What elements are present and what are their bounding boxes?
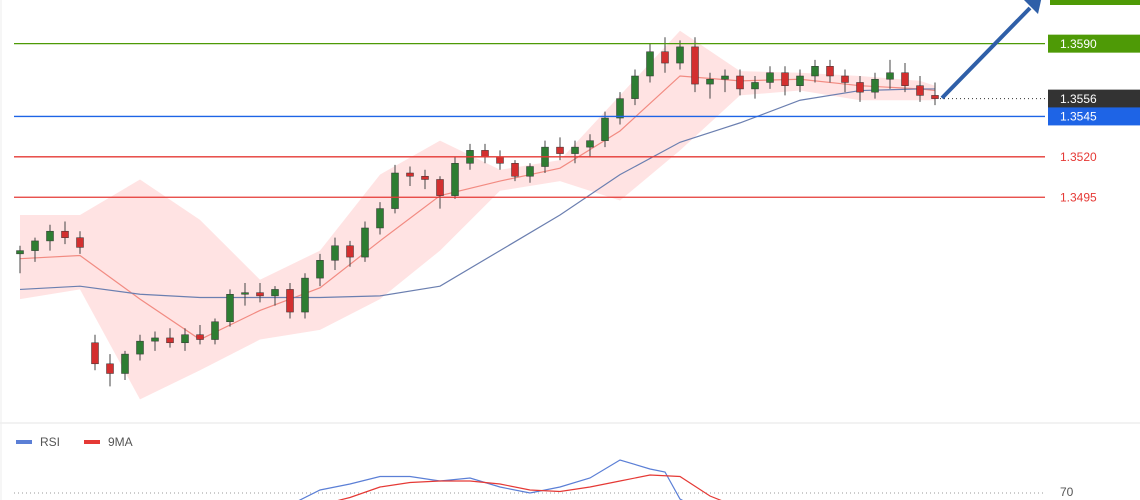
candle-body (766, 72, 774, 83)
candle-body (646, 51, 654, 77)
level-badge (1048, 89, 1140, 108)
legend-swatch (16, 440, 32, 444)
legend-label: 9MA (108, 435, 133, 449)
y-tick-label: 70 (1060, 485, 1074, 499)
candle-body (376, 208, 384, 229)
candle-body (556, 146, 564, 154)
bollinger-band (620, 30, 680, 201)
level-badge (1048, 34, 1140, 53)
level-badge (1048, 107, 1140, 126)
candle-body (736, 75, 744, 90)
candle-body (196, 334, 204, 340)
candle-body (61, 230, 69, 238)
candle-body (16, 250, 24, 255)
candle-body (856, 82, 864, 93)
candle-body (316, 260, 324, 279)
candle-body (46, 230, 54, 242)
candle-body (301, 277, 309, 313)
candle-body (601, 117, 609, 141)
candle-body (691, 46, 699, 85)
moving-average (19, 88, 935, 299)
candle-body (256, 292, 264, 297)
candle-body (751, 82, 759, 90)
candle-body (436, 179, 444, 196)
level-label: 1.3590 (1060, 37, 1097, 51)
candle-body (331, 245, 339, 261)
candle-body (166, 337, 174, 344)
candle-body (796, 75, 804, 86)
candle-body (346, 245, 354, 258)
candle-body (811, 66, 819, 77)
candle-body (586, 140, 594, 148)
level-label: 1.3495 (1060, 190, 1097, 204)
candle-body (511, 163, 519, 177)
trend-arrow (940, 6, 1032, 100)
candle-body (616, 98, 624, 119)
candle-body (136, 340, 144, 355)
indicator-line (298, 459, 684, 500)
target-badge (1050, 0, 1140, 5)
candle-body (706, 78, 714, 85)
candle-body (571, 146, 579, 154)
indicator-line (337, 474, 722, 500)
candle-body (901, 72, 909, 86)
moving-average (19, 75, 936, 341)
candle-body (241, 292, 249, 295)
candle-body (676, 46, 684, 64)
level-label: 1.3556 (1060, 92, 1097, 106)
candle-body (451, 163, 459, 196)
candle-body (76, 237, 84, 248)
arrow-head (1024, 0, 1042, 14)
legend-label: RSI (40, 435, 60, 449)
candle-body (31, 240, 39, 251)
candle-body (871, 78, 879, 93)
price-panel: 1.3590 1.3556 1.3545 1.3520 1.3495 (14, 30, 1140, 400)
candle-body (781, 72, 789, 86)
level-label: 1.3520 (1060, 150, 1097, 164)
candle-body (526, 166, 534, 177)
candle-body (931, 95, 939, 99)
candle-body (361, 227, 369, 258)
candle-body (826, 66, 834, 77)
bollinger-band (80, 179, 140, 400)
candle-body (286, 289, 294, 313)
candle-body (211, 321, 219, 340)
candle-body (271, 289, 279, 297)
candle-body (151, 337, 159, 342)
candle-body (841, 75, 849, 83)
candle-body (391, 172, 399, 209)
candle-body (886, 72, 894, 80)
candle-body (121, 353, 129, 374)
candle-body (721, 75, 729, 80)
rsi-panel: 70 RSI 9MA (14, 435, 1074, 500)
candle-body (181, 334, 189, 344)
candle-body (661, 51, 669, 64)
candle-body (421, 175, 429, 180)
candle-body (106, 363, 114, 374)
legend-swatch (84, 440, 100, 444)
candle-body (481, 150, 489, 158)
candle-body (406, 172, 414, 177)
level-label: 1.3545 (1060, 110, 1097, 124)
candle-body (91, 342, 99, 365)
candle-body (496, 156, 504, 164)
candle-body (916, 85, 924, 96)
candle-body (631, 75, 639, 99)
candle-body (226, 294, 234, 323)
